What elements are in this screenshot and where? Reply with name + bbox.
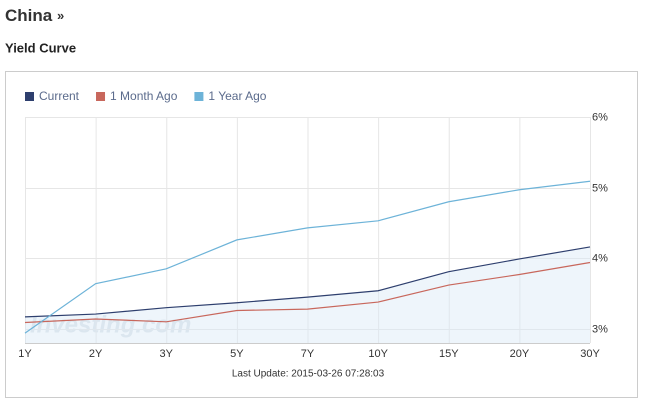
legend-swatch [25, 92, 34, 101]
x-tick-label: 15Y [439, 348, 459, 360]
series-line [24, 261, 591, 324]
x-tick-label: 7Y [301, 348, 315, 360]
x-tick-label: 10Y [368, 348, 388, 360]
subtitle: Yield Curve [5, 40, 76, 55]
page-title: China » [5, 6, 64, 25]
legend-label: 1 Year Ago [208, 89, 266, 103]
series-line [24, 246, 591, 318]
x-tick-label: 30Y [580, 348, 600, 360]
x-tick-label: 20Y [510, 348, 530, 360]
more: » [57, 8, 64, 23]
x-tick-label: 1Y [18, 348, 32, 360]
y-tick-label: 6% [592, 111, 608, 123]
area [25, 246, 590, 343]
legend-swatch [194, 92, 204, 101]
y-tick-label: 4% [592, 252, 608, 264]
series-line [24, 180, 591, 334]
country: China [5, 6, 53, 25]
x-tick-label: 2Y [89, 348, 103, 360]
x-tick-label: 5Y [230, 348, 244, 360]
y-tick-label: 3% [592, 323, 608, 335]
footer: Last Update: 2015-03-26 07:28:03 [232, 369, 385, 380]
legend-label: 1 Month Ago [110, 89, 178, 103]
legend-swatch [96, 92, 106, 101]
legend-label: Current [39, 89, 80, 103]
y-tick-label: 5% [592, 182, 608, 194]
x-tick-label: 3Y [160, 348, 174, 360]
